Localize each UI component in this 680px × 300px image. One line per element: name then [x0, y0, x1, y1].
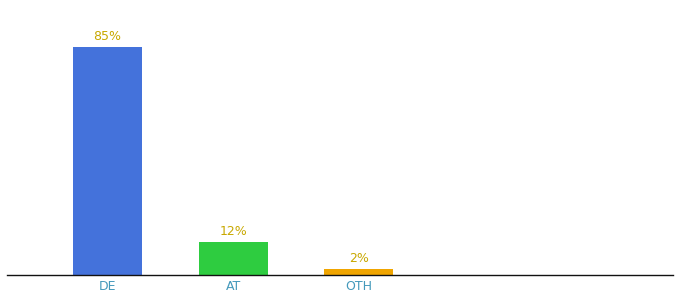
Text: 85%: 85% — [93, 30, 122, 43]
Text: 12%: 12% — [219, 225, 247, 239]
Bar — [324, 269, 394, 274]
Text: 2%: 2% — [349, 252, 369, 265]
Bar — [199, 242, 268, 274]
Bar — [73, 47, 142, 274]
